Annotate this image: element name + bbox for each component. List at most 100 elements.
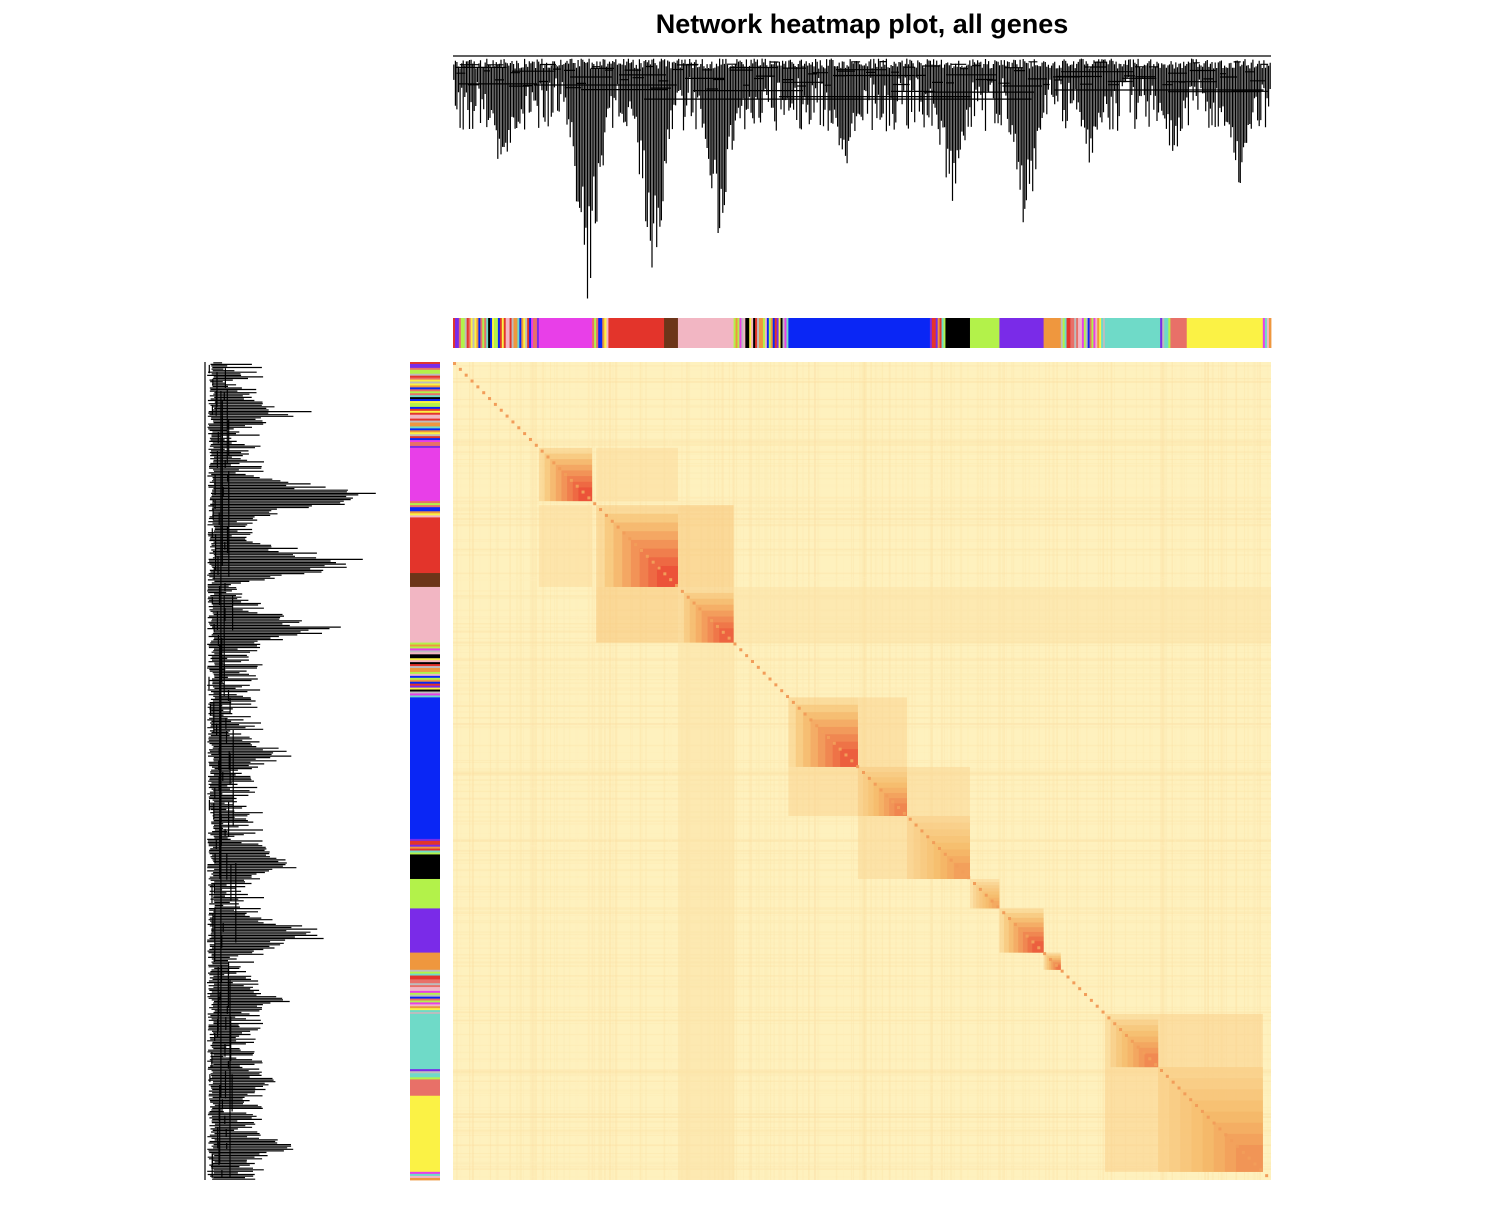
heatmap-diagonal-mark xyxy=(850,759,854,763)
module-stripe xyxy=(410,414,440,418)
module-stripe xyxy=(410,1175,440,1179)
heatmap-column-streak xyxy=(1254,362,1256,1180)
module-stripe xyxy=(772,318,776,348)
module-stripe xyxy=(410,1006,440,1009)
module-stripe xyxy=(410,675,440,679)
heatmap-row-streak xyxy=(453,660,1271,662)
module-stripe xyxy=(410,646,440,649)
module-stripe xyxy=(458,318,462,348)
heatmap-row-streak xyxy=(453,1014,1271,1016)
heatmap-column-streak xyxy=(758,362,761,1180)
heatmap-row-streak xyxy=(453,657,1271,659)
heatmap-diagonal-mark xyxy=(967,876,971,880)
heatmap-row-streak xyxy=(453,517,1271,520)
heatmap-column-streak xyxy=(1110,362,1113,1180)
module-stripe xyxy=(1076,318,1079,348)
heatmap-column-streak xyxy=(1198,362,1199,1180)
heatmap-column-streak xyxy=(784,362,786,1180)
heatmap-column-streak xyxy=(1149,362,1151,1180)
module-stripe xyxy=(743,318,746,348)
module-stripe xyxy=(521,318,524,348)
module-stripe xyxy=(410,838,440,842)
module-segment-turquoise xyxy=(1104,318,1159,348)
heatmap-row-streak xyxy=(453,1129,1271,1132)
heatmap-column-streak xyxy=(489,362,492,1180)
heatmap-row-streak xyxy=(453,501,1271,503)
module-stripe xyxy=(929,318,933,348)
heatmap-column-streak xyxy=(761,362,763,1180)
module-stripe xyxy=(410,990,440,994)
heatmap-row-streak xyxy=(453,1074,1271,1076)
heatmap-diagonal-mark xyxy=(552,461,556,465)
heatmap-diagonal-mark xyxy=(657,566,661,570)
module-stripe xyxy=(755,318,758,348)
heatmap-diagonal-mark xyxy=(832,741,836,745)
module-stripe xyxy=(464,318,468,348)
heatmap-module-block-pink xyxy=(719,628,734,643)
module-stripe xyxy=(482,318,485,348)
module-segment-orange xyxy=(1043,318,1062,348)
heatmap-diagonal-mark xyxy=(1136,1045,1140,1049)
heatmap-diagonal-mark xyxy=(680,589,684,593)
heatmap-row-streak xyxy=(453,1161,1271,1163)
module-stripe xyxy=(1064,318,1067,348)
heatmap-row-streak xyxy=(453,441,1271,444)
module-stripe xyxy=(1078,318,1081,348)
heatmap-row-streak xyxy=(453,1144,1271,1147)
module-stripe xyxy=(410,503,440,506)
heatmap-column-streak xyxy=(1235,362,1238,1180)
heatmap-column-streak xyxy=(587,362,590,1180)
module-stripe xyxy=(410,996,440,999)
module-stripe xyxy=(1066,318,1069,348)
module-stripe xyxy=(410,389,440,392)
heatmap-diagonal-mark xyxy=(908,817,912,821)
heatmap-diagonal-mark xyxy=(558,467,562,471)
heatmap-row-streak xyxy=(453,1075,1271,1077)
heatmap-column-streak xyxy=(608,362,611,1180)
module-stripe xyxy=(501,318,505,348)
heatmap-row-streak xyxy=(453,1023,1271,1024)
heatmap-diagonal-mark xyxy=(1148,1057,1152,1061)
module-stripe xyxy=(410,1067,440,1070)
heatmap-column-streak xyxy=(516,362,519,1180)
module-stripe xyxy=(745,318,748,348)
module-stripe xyxy=(410,666,440,669)
heatmap-diagonal-mark xyxy=(1165,1074,1169,1078)
heatmap-diagonal-mark xyxy=(1060,969,1064,973)
heatmap-row-streak xyxy=(453,520,1271,523)
heatmap-column-streak xyxy=(535,362,537,1180)
heatmap-column-streak xyxy=(613,362,616,1180)
module-stripe xyxy=(410,648,440,651)
heatmap-column-streak xyxy=(1185,362,1187,1180)
heatmap-column-streak xyxy=(469,362,470,1180)
module-stripe xyxy=(410,677,440,681)
module-stripe xyxy=(511,318,514,348)
module-stripe xyxy=(492,318,495,348)
module-stripe xyxy=(780,318,783,348)
heatmap-diagonal-mark xyxy=(821,730,825,734)
heatmap-diagonal-mark xyxy=(990,899,994,903)
heatmap-diagonal-mark xyxy=(826,735,830,739)
heatmap-row-streak xyxy=(453,525,1271,527)
heatmap-column-streak xyxy=(1167,362,1169,1180)
module-stripe xyxy=(410,395,440,398)
heatmap-diagonal-mark xyxy=(692,601,696,605)
heatmap-column-streak xyxy=(1025,362,1027,1180)
module-stripe xyxy=(410,1002,440,1005)
heatmap-row-streak xyxy=(453,1166,1271,1167)
module-stripe xyxy=(1060,318,1064,348)
heatmap-row-streak xyxy=(453,1113,1271,1115)
heatmap-row-streak xyxy=(453,484,1271,486)
heatmap-diagonal-mark xyxy=(1089,998,1093,1002)
module-stripe xyxy=(533,318,536,348)
module-stripe xyxy=(786,318,789,348)
heatmap-row-streak xyxy=(453,642,1271,644)
heatmap-diagonal-mark xyxy=(493,402,497,406)
heatmap-diagonal-mark xyxy=(1259,1168,1263,1172)
heatmap-column-streak xyxy=(1048,362,1050,1180)
heatmap-diagonal-mark xyxy=(1084,993,1088,997)
heatmap-row-streak xyxy=(453,943,1271,945)
heatmap-column-streak xyxy=(1005,362,1007,1180)
heatmap-row-streak xyxy=(453,975,1271,977)
heatmap-diagonal-mark xyxy=(639,548,643,552)
